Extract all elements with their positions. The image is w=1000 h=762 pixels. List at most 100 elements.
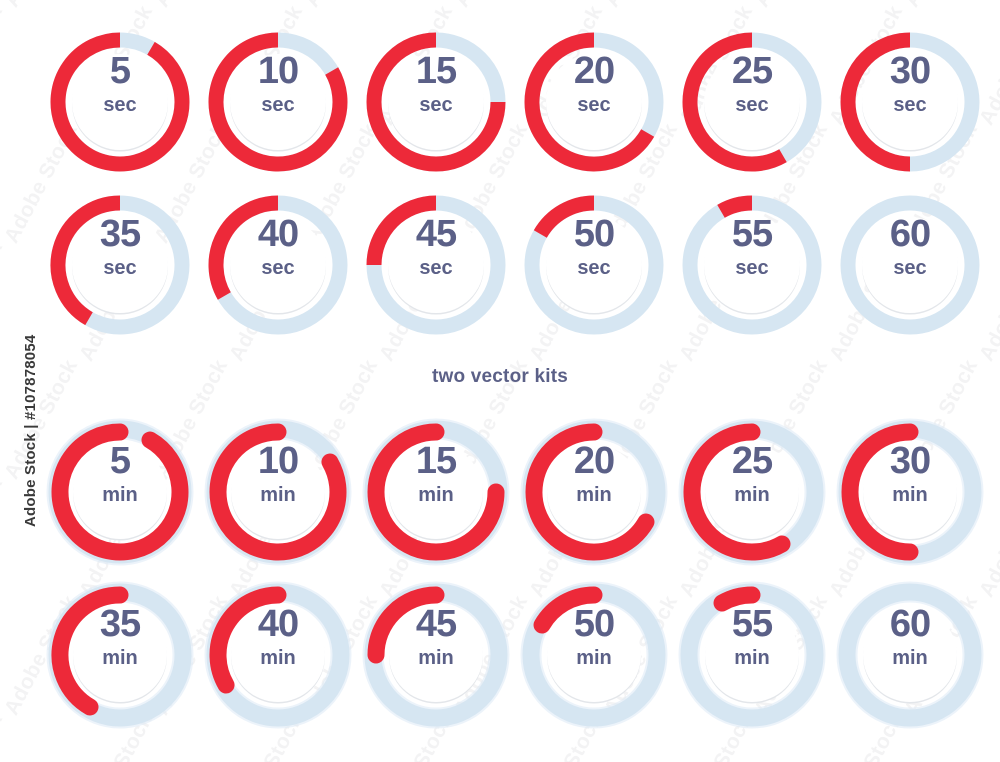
- timer-gauge: [678, 581, 826, 729]
- timer-gauge: [204, 418, 352, 566]
- timer-row: 5 sec 10 sec 15 sec 20 sec 25 sec 30 sec: [0, 22, 1000, 182]
- inner-disc: [389, 608, 483, 702]
- inner-disc: [230, 54, 326, 150]
- inner-disc: [704, 217, 800, 313]
- timer-icon[interactable]: 45 sec: [356, 185, 516, 345]
- inner-disc: [863, 608, 957, 702]
- inner-disc: [546, 54, 642, 150]
- inner-disc: [388, 54, 484, 150]
- inner-disc: [705, 608, 799, 702]
- gauge-progress-arc: [209, 423, 347, 561]
- timer-icon[interactable]: 25 min: [672, 412, 832, 572]
- inner-disc: [388, 217, 484, 313]
- stock-credit-text: Adobe Stock | #107878054: [22, 334, 39, 527]
- timer-gauge: [682, 32, 822, 172]
- timer-icon[interactable]: 60 sec: [830, 185, 990, 345]
- timer-gauge: [50, 195, 190, 335]
- timer-gauge: [46, 581, 194, 729]
- timer-icon[interactable]: 20 sec: [514, 22, 674, 182]
- inner-disc: [72, 217, 168, 313]
- timer-gauge: [840, 32, 980, 172]
- gauge-progress-arc: [366, 195, 437, 266]
- timer-gauge: [836, 418, 984, 566]
- timer-icon[interactable]: 10 min: [198, 412, 358, 572]
- timer-gauge: [208, 32, 348, 172]
- inner-disc: [73, 608, 167, 702]
- gauge-progress-arc: [713, 586, 761, 612]
- inner-disc: [73, 445, 167, 539]
- timer-gauge: [678, 418, 826, 566]
- timer-icon[interactable]: 50 sec: [514, 185, 674, 345]
- inner-disc: [546, 217, 642, 313]
- gauge-progress-arc: [840, 32, 911, 172]
- timer-gauge: [524, 195, 664, 335]
- timer-icon[interactable]: 25 sec: [672, 22, 832, 182]
- gauge-progress-arc: [51, 423, 189, 561]
- timer-icon[interactable]: 50 min: [514, 575, 674, 735]
- gauge-progress-arc: [683, 423, 791, 561]
- inner-disc: [863, 445, 957, 539]
- gauge-track: [840, 195, 980, 335]
- timer-icon[interactable]: 5 sec: [40, 22, 200, 182]
- gauge-progress-arc: [366, 32, 506, 172]
- gauge-progress-arc: [50, 195, 121, 326]
- inner-disc: [72, 54, 168, 150]
- timer-gauge: [836, 581, 984, 729]
- gauge-progress-arc: [51, 586, 129, 716]
- inner-disc: [862, 217, 958, 313]
- gauge-progress-arc: [533, 586, 603, 634]
- timer-gauge: [524, 32, 664, 172]
- timer-icon[interactable]: 30 sec: [830, 22, 990, 182]
- timer-gauge: [366, 195, 506, 335]
- gauge-progress-arc: [525, 423, 655, 561]
- timer-icon[interactable]: 10 sec: [198, 22, 358, 182]
- inner-disc: [389, 445, 483, 539]
- inner-disc: [230, 217, 326, 313]
- timer-row: 35 min 40 min 45 min 50 min 55 min 60 min: [0, 575, 1000, 735]
- gauge-progress-arc: [208, 195, 279, 300]
- timer-icon[interactable]: 55 min: [672, 575, 832, 735]
- gauge-progress-arc: [367, 423, 505, 561]
- timer-gauge: [50, 32, 190, 172]
- inner-disc: [547, 445, 641, 539]
- gauge-progress-arc: [367, 586, 445, 664]
- timer-icon[interactable]: 40 sec: [198, 185, 358, 345]
- timer-gauge: [520, 581, 668, 729]
- timer-icon[interactable]: 45 min: [356, 575, 516, 735]
- kit-caption: two vector kits: [431, 366, 569, 387]
- timer-gauge: [208, 195, 348, 335]
- timer-gauge: [362, 418, 510, 566]
- timer-icon[interactable]: 30 min: [830, 412, 990, 572]
- timer-gauge: [520, 418, 668, 566]
- gauge-track: [838, 583, 982, 727]
- inner-disc: [704, 54, 800, 150]
- timer-icon[interactable]: 55 sec: [672, 185, 832, 345]
- gauge-progress-arc: [533, 195, 595, 239]
- timer-icon[interactable]: 40 min: [198, 575, 358, 735]
- gauge-progress-arc: [524, 32, 655, 172]
- inner-disc: [231, 608, 325, 702]
- timer-gauge: [682, 195, 822, 335]
- timer-icon[interactable]: 35 min: [40, 575, 200, 735]
- timer-gauge: [204, 581, 352, 729]
- gauge-progress-arc: [717, 195, 753, 218]
- inner-disc: [862, 54, 958, 150]
- timer-gauge: [840, 195, 980, 335]
- timer-icon[interactable]: 5 min: [40, 412, 200, 572]
- gauge-progress-arc: [208, 32, 348, 172]
- gauge-progress-arc: [682, 32, 787, 172]
- timer-icon[interactable]: 15 sec: [356, 22, 516, 182]
- timer-row: 35 sec 40 sec 45 sec 50 sec 55 sec 60 sec: [0, 185, 1000, 345]
- timer-icon[interactable]: 60 min: [830, 575, 990, 735]
- inner-disc: [231, 445, 325, 539]
- inner-disc: [705, 445, 799, 539]
- timer-gauge: [46, 418, 194, 566]
- timer-gauge: [362, 581, 510, 729]
- gauge-progress-arc: [209, 586, 287, 694]
- timer-icon[interactable]: 15 min: [356, 412, 516, 572]
- stock-credit: Adobe Stock | #107878054: [2, 0, 39, 762]
- timer-icon[interactable]: 20 min: [514, 412, 674, 572]
- gauge-progress-arc: [841, 423, 919, 561]
- timer-icon[interactable]: 35 sec: [40, 185, 200, 345]
